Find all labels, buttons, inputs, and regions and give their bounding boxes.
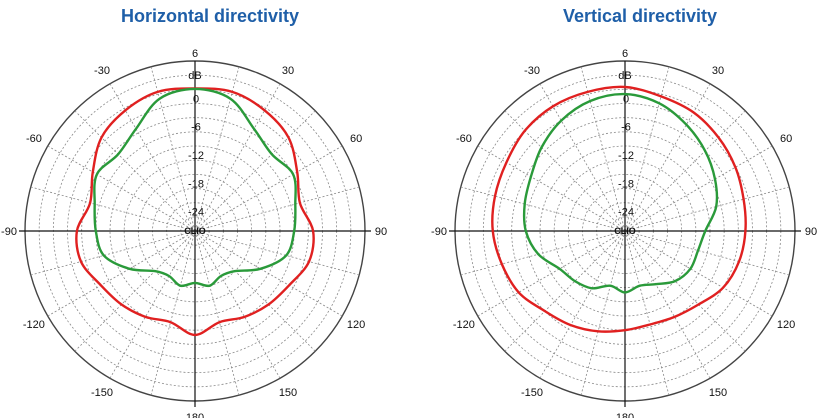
radial-max-label: 6 — [192, 48, 198, 60]
grid-spoke — [194, 66, 240, 232]
angle-tick-label: -60 — [26, 133, 42, 145]
grid-spoke — [150, 230, 196, 396]
angle-tick-label: 150 — [709, 387, 727, 399]
angle-tick-label: 60 — [780, 133, 792, 145]
angle-tick-label: -150 — [521, 387, 543, 399]
center-label: CLIO — [184, 226, 206, 236]
chart-title: Vertical directivity — [562, 6, 718, 26]
grid-spoke — [624, 186, 790, 232]
unit-label: dB — [188, 70, 201, 82]
angle-tick-label: 60 — [350, 133, 362, 145]
grid-spoke — [194, 110, 316, 232]
grid-spoke — [460, 230, 626, 276]
unit-label: dB — [618, 70, 631, 82]
grid-spoke — [624, 145, 773, 232]
angle-tick-label: 120 — [347, 319, 365, 331]
radial-tick-label: -6 — [621, 122, 631, 134]
angle-tick-label: -120 — [23, 319, 45, 331]
radial-tick-label: -6 — [191, 122, 201, 134]
red-response-curve — [491, 85, 747, 333]
radial-tick-label: -12 — [618, 150, 634, 162]
angle-tick-label: 180 — [616, 412, 634, 418]
angle-tick-label: -150 — [91, 387, 113, 399]
angle-tick-label: -120 — [453, 319, 475, 331]
center-label: CLIO — [614, 226, 636, 236]
grid-spoke — [624, 230, 670, 396]
grid-spoke — [504, 110, 626, 232]
grid-spoke — [194, 83, 281, 232]
grid-spoke — [150, 66, 196, 232]
grid-spoke — [580, 66, 626, 232]
grid-spoke — [624, 230, 773, 317]
grid-spoke — [74, 110, 196, 232]
grid-spoke — [194, 186, 360, 232]
angle-tick-label: -30 — [524, 65, 540, 77]
grid-spoke — [47, 230, 196, 317]
angle-tick-label: -30 — [94, 65, 110, 77]
grid-spoke — [194, 230, 360, 276]
radial-tick-label: -12 — [188, 150, 204, 162]
grid-spoke — [539, 230, 626, 379]
green-response-curve — [522, 92, 719, 294]
angle-tick-label: 30 — [282, 65, 294, 77]
grid-spoke — [74, 230, 196, 352]
horizontal-directivity-panel: Horizontal directivity 30 60 90 120 150 180 -1… — [1, 0, 400, 418]
grid-spoke — [624, 230, 790, 276]
radial-tick-label: -24 — [618, 207, 634, 219]
grid-spoke — [624, 110, 746, 232]
polar-chart-horizontal: 30 60 90 120 150 180 -150 -120 -90 -60 -30 6 dB 0 -6 -1… — [1, 48, 387, 418]
grid-spoke — [504, 230, 626, 352]
radial-tick-label: -18 — [188, 178, 204, 190]
vertical-directivity-panel: Vertical directivity 30 60 90 120 150 180 -150… — [431, 0, 829, 418]
angle-tick-label: -60 — [456, 133, 472, 145]
grid-spoke — [30, 186, 196, 232]
grid-spoke — [477, 145, 626, 232]
angle-tick-label: 180 — [186, 412, 204, 418]
angle-tick-label: 30 — [712, 65, 724, 77]
grid-spoke — [30, 230, 196, 276]
grid-spoke — [624, 83, 711, 232]
grid-spoke — [624, 230, 711, 379]
grid-spoke — [624, 66, 670, 232]
radial-tick-label: -24 — [188, 207, 204, 219]
grid-spoke — [460, 186, 626, 232]
radial-tick-label: 0 — [193, 93, 199, 105]
angle-tick-label: 120 — [777, 319, 795, 331]
grid-spoke — [477, 230, 626, 317]
grid-spoke — [194, 145, 343, 232]
grid-spoke — [580, 230, 626, 396]
grid-spoke — [194, 230, 240, 396]
grid-spoke — [624, 230, 746, 352]
angle-tick-label: 150 — [279, 387, 297, 399]
grid-spoke — [194, 230, 343, 317]
radial-tick-label: 0 — [623, 93, 629, 105]
green-response-curve — [93, 87, 297, 288]
polar-grid — [449, 60, 801, 407]
polar-chart-vertical: 30 60 90 120 150 180 -150 -120 -90 -60 -30 6 dB 0 -6 -1… — [431, 48, 817, 418]
angle-tick-label: -90 — [431, 226, 447, 238]
grid-spoke — [539, 83, 626, 232]
angle-tick-label: -90 — [1, 226, 17, 238]
red-response-curve — [75, 87, 315, 337]
grid-spoke — [109, 83, 196, 232]
grid-spoke — [194, 230, 281, 379]
grid-spoke — [47, 145, 196, 232]
chart-title: Horizontal directivity — [120, 6, 300, 26]
radial-max-label: 6 — [622, 48, 628, 60]
radial-tick-label: -18 — [618, 178, 634, 190]
grid-spoke — [194, 230, 316, 352]
grid-spoke — [109, 230, 196, 379]
angle-tick-label: 90 — [805, 226, 817, 238]
angle-tick-label: 90 — [375, 226, 387, 238]
